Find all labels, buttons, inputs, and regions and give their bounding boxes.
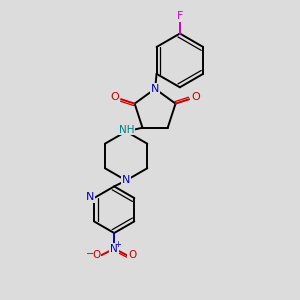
Text: −: −: [86, 249, 94, 259]
Text: N: N: [86, 193, 94, 202]
Text: O: O: [92, 250, 100, 260]
Text: +: +: [115, 240, 122, 249]
Text: O: O: [191, 92, 200, 102]
Text: O: O: [128, 250, 136, 260]
Text: N: N: [122, 176, 130, 185]
Text: N: N: [110, 244, 118, 254]
Text: F: F: [177, 11, 183, 21]
Text: NH: NH: [119, 124, 135, 135]
Text: N: N: [151, 84, 159, 94]
Text: O: O: [110, 92, 119, 102]
